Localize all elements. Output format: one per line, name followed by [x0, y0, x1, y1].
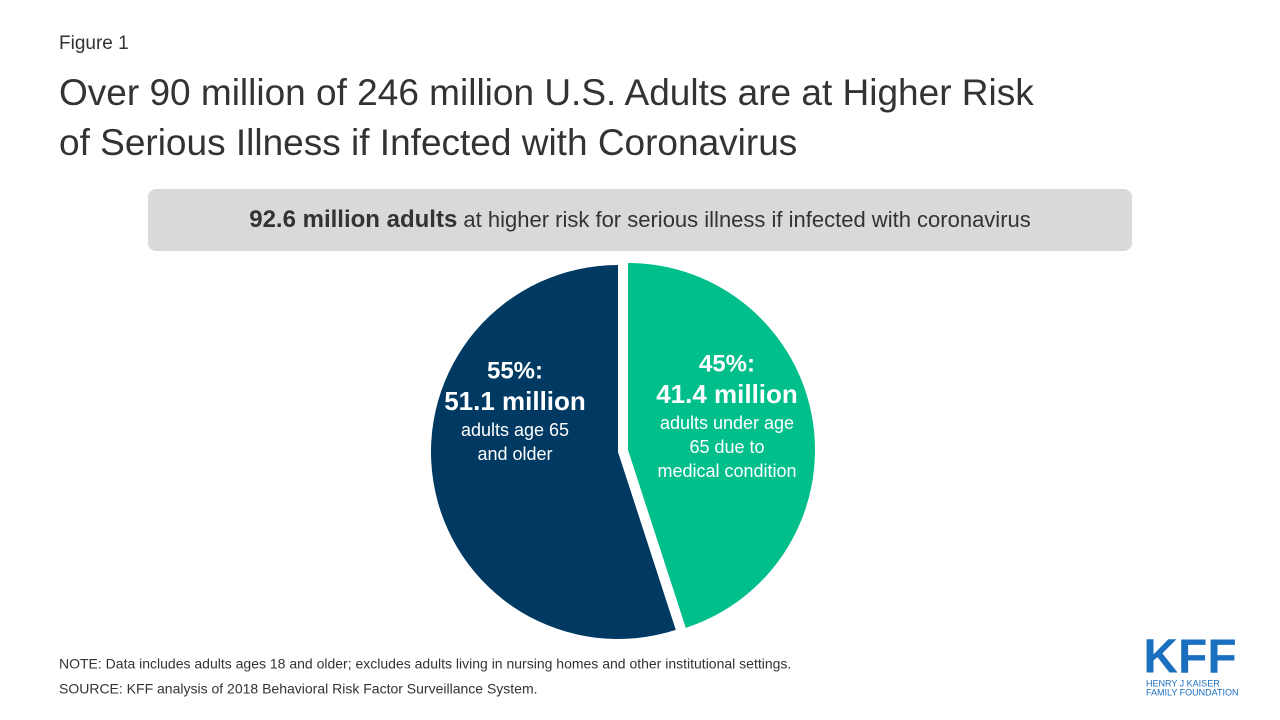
- amount-label: 41.4 million: [656, 379, 798, 409]
- figure-label: Figure 1: [59, 33, 129, 54]
- source: SOURCE: KFF analysis of 2018 Behavioral …: [59, 681, 538, 697]
- note: NOTE: Data includes adults ages 18 and o…: [59, 656, 791, 672]
- slice-description: 65 due to: [689, 437, 764, 457]
- slice-description: adults under age: [660, 413, 794, 433]
- value-label: 55%:: [487, 357, 543, 384]
- banner-box: [148, 189, 1132, 251]
- slice-description: medical condition: [657, 461, 796, 481]
- logo-text: HENRY J KAISER: [1146, 678, 1220, 688]
- banner-text: at higher risk for serious illness if in…: [457, 207, 1030, 232]
- chart-title: Over 90 million of 246 million U.S. Adul…: [59, 72, 1034, 113]
- pie-slice: [431, 265, 676, 639]
- banner-bold: 92.6 million adults: [249, 206, 457, 233]
- chart-title: of Serious Illness if Infected with Coro…: [59, 122, 797, 163]
- pie-slice: [628, 263, 816, 628]
- banner: 92.6 million adults at higher risk for s…: [249, 206, 1031, 233]
- logo-text: FAMILY FOUNDATION: [1146, 687, 1239, 697]
- value-label: 45%:: [699, 350, 755, 377]
- slice-description: adults age 65: [461, 420, 569, 440]
- logo-mark: KFF: [1143, 631, 1236, 684]
- slice-description: and older: [477, 444, 552, 464]
- amount-label: 51.1 million: [444, 386, 586, 416]
